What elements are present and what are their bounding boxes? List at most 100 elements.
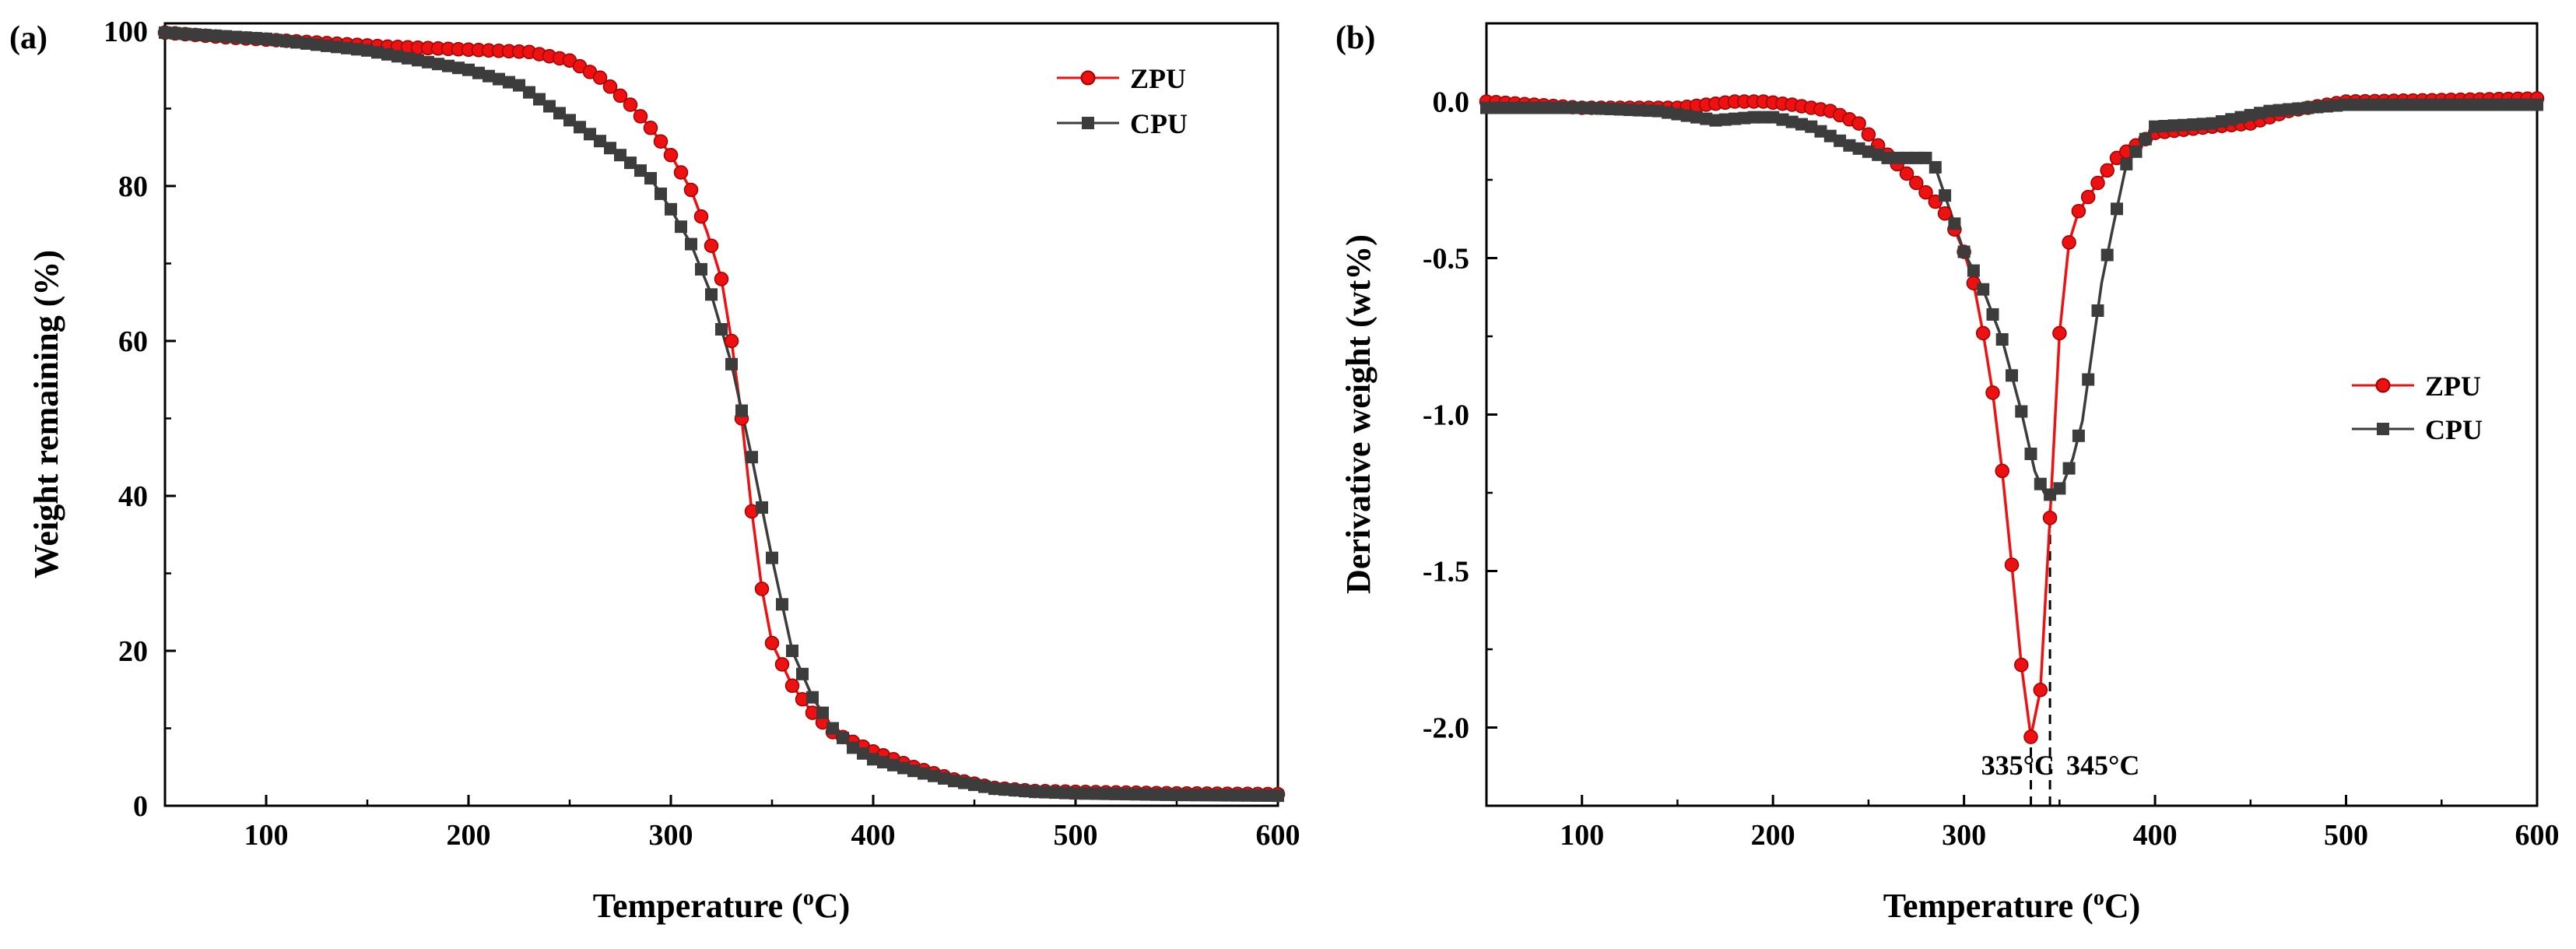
data-point-cpu — [2006, 369, 2018, 382]
data-point-cpu — [1090, 787, 1102, 800]
data-point-cpu — [2196, 118, 2209, 131]
data-point-cpu — [978, 780, 991, 793]
data-point-cpu — [1150, 788, 1163, 801]
data-point-cpu — [300, 37, 313, 50]
data-point-cpu — [2426, 98, 2438, 111]
x-tick-label: 500 — [2324, 819, 2368, 852]
data-point-cpu — [1069, 787, 1082, 800]
data-point-cpu — [290, 36, 303, 49]
data-point-cpu — [1967, 264, 1980, 277]
data-point-cpu — [1651, 104, 1665, 118]
data-point-cpu — [2321, 100, 2333, 113]
data-point-cpu — [2158, 120, 2171, 132]
x-tick-label: 600 — [1256, 819, 1300, 852]
x-tick-label: 400 — [2133, 819, 2178, 852]
data-point-cpu — [1623, 104, 1637, 117]
data-point-cpu — [483, 69, 495, 83]
data-point-cpu — [1049, 786, 1062, 800]
data-point-zpu — [1899, 166, 1914, 181]
data-point-cpu — [695, 262, 707, 276]
data-point-cpu — [1019, 785, 1031, 798]
data-point-cpu — [2244, 108, 2257, 121]
data-point-cpu — [1928, 160, 1942, 174]
data-point-cpu — [2263, 104, 2276, 118]
legend-zpu-marker — [1080, 70, 1096, 86]
data-point-cpu — [1881, 151, 1894, 164]
data-point-cpu — [806, 691, 819, 704]
legend-zpu-label: ZPU — [1130, 63, 1186, 94]
x-tick-label: 300 — [649, 819, 693, 852]
data-point-cpu — [2272, 104, 2286, 117]
data-point-cpu — [1537, 101, 1550, 114]
data-point-cpu — [442, 59, 454, 72]
data-point-cpu — [826, 722, 839, 735]
data-point-cpu — [1201, 789, 1213, 802]
data-point-cpu — [1948, 217, 1961, 230]
data-point-cpu — [1795, 118, 1808, 131]
data-point-cpu — [2359, 98, 2372, 111]
data-point-cpu — [1805, 120, 1818, 133]
data-point-cpu — [1110, 787, 1122, 800]
panel-b-x-axis-title: Temperature (oC) — [1883, 886, 2141, 925]
data-point-cpu — [543, 100, 556, 113]
data-point-cpu — [250, 32, 262, 45]
series-line-zpu — [1486, 97, 2538, 739]
data-point-zpu — [1861, 127, 1876, 142]
series-line-zpu — [164, 31, 1279, 796]
data-point-zpu — [673, 165, 689, 180]
data-point-cpu — [432, 58, 444, 71]
data-point-cpu — [2167, 119, 2181, 132]
data-point-cpu — [391, 50, 404, 63]
series-line-cpu — [164, 31, 1279, 797]
data-point-cpu — [1604, 103, 1617, 115]
data-point-cpu — [584, 128, 596, 141]
data-point-cpu — [1738, 111, 1751, 125]
x-tick-label: 100 — [1560, 819, 1604, 852]
data-point-cpu — [1852, 142, 1865, 155]
data-point-cpu — [1585, 102, 1598, 114]
data-point-cpu — [1546, 101, 1560, 114]
data-point-cpu — [1862, 145, 1875, 158]
data-point-zpu — [623, 97, 638, 112]
data-point-cpu — [897, 761, 910, 775]
data-point-cpu — [968, 779, 981, 792]
data-point-cpu — [331, 40, 343, 54]
data-point-cpu — [1680, 109, 1693, 122]
data-point-cpu — [1995, 333, 2009, 346]
data-point-cpu — [857, 747, 869, 760]
data-point-cpu — [574, 121, 586, 134]
y-tick-label: 100 — [104, 16, 148, 48]
panel-b-derivative-weight-chart: (b) 100 200 300 400 500 600 -2.0 -1.5 -1.0 -0.5 0.… — [1335, 20, 2560, 925]
data-point-cpu — [2282, 103, 2295, 116]
data-point-cpu — [1556, 101, 1570, 114]
data-point-cpu — [2292, 102, 2305, 115]
data-point-cpu — [2072, 429, 2085, 442]
panel-b-plot-frame — [1485, 22, 2539, 807]
legend-cpu-label: CPU — [1130, 108, 1188, 139]
data-point-cpu — [179, 27, 191, 40]
panel-a-ticks: 100 200 300 400 500 600 0 20 40 60 80 100 — [104, 16, 1300, 852]
data-point-cpu — [1718, 113, 1732, 126]
annotation-335c: 335°C — [1981, 750, 2055, 781]
data-point-cpu — [756, 501, 768, 514]
data-point-cpu — [715, 323, 728, 336]
data-point-cpu — [2225, 113, 2238, 126]
data-point-cpu — [311, 38, 323, 51]
y-tick-label: -2.0 — [1423, 712, 1469, 745]
panel-a-legend: ZPU CPU — [1057, 63, 1188, 139]
data-point-cpu — [503, 76, 515, 89]
data-point-cpu — [2521, 98, 2534, 111]
data-point-zpu — [2033, 683, 2048, 698]
data-point-cpu — [2492, 98, 2505, 111]
data-point-cpu — [260, 32, 272, 45]
data-point-cpu — [2464, 98, 2477, 111]
panel-a-label: (a) — [9, 20, 47, 56]
data-point-zpu — [602, 79, 618, 94]
data-point-cpu — [452, 62, 465, 75]
data-point-cpu — [553, 107, 566, 120]
data-point-cpu — [735, 404, 748, 417]
x-tick-label: 200 — [1751, 819, 1795, 852]
data-point-cpu — [2416, 98, 2429, 111]
data-point-cpu — [675, 220, 687, 234]
data-point-cpu — [1211, 789, 1223, 802]
